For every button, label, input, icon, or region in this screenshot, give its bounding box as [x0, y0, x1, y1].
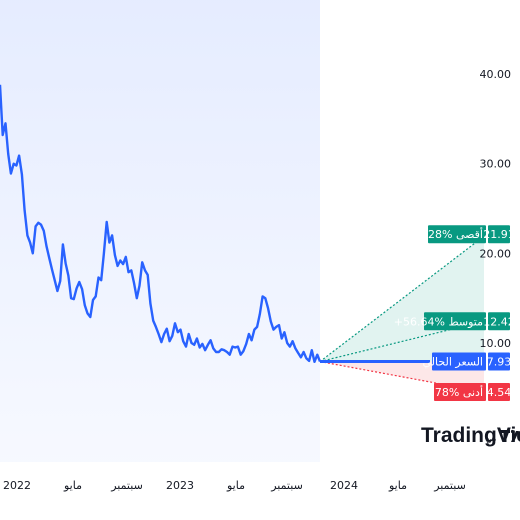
- logo-prefix: من: [486, 434, 496, 443]
- forecast-label-box: [428, 225, 486, 244]
- forecast-value-box: [488, 352, 510, 371]
- forecast-value-box: [488, 312, 510, 331]
- tv-logo-icon: [500, 429, 519, 442]
- forecast-value-box: [488, 382, 510, 401]
- x-tick-label: مايو: [63, 479, 82, 492]
- forecast-value: 4.54: [487, 386, 512, 399]
- x-tick-label: مايو: [388, 479, 407, 492]
- price-history-line: [0, 84, 322, 363]
- forecast-label-box: [424, 312, 486, 331]
- forecast-label: 4.54 −42.78% أدنى: [408, 382, 512, 401]
- forecast-label-text: −42.78% أدنى: [408, 385, 483, 399]
- x-axis: 2022 مايو سبتمبر 2023 مايو سبتمبر 2024 مايو سبتم…: [3, 479, 466, 492]
- forecast-value-box: [488, 225, 510, 244]
- forecast-labels: 21.91+176.28% أقصى 12.42+56.64% متوسط 7.93…: [394, 225, 515, 401]
- x-tick-label: سبتمبر: [433, 479, 466, 492]
- forecast-value: 21.91: [483, 228, 515, 241]
- forecast-label-text: +176.28% أقصى: [394, 227, 483, 241]
- y-tick-label: 40.00: [480, 68, 512, 81]
- x-tick-label: 2022: [3, 479, 31, 492]
- forecast-value: 12.42: [483, 315, 515, 328]
- forecast-label-box: [432, 352, 486, 371]
- forecast-max-line: [319, 235, 485, 363]
- forecast-value: 7.93: [487, 356, 512, 369]
- forecast-label-box: [434, 382, 486, 401]
- logo-text: TradingView: [421, 424, 520, 447]
- y-axis: 10.00 20.00 30.00 40.00: [480, 68, 512, 350]
- history-area: [0, 0, 320, 462]
- y-tick-label: 20.00: [480, 247, 512, 260]
- forecast-label-text: +56.64% متوسط: [394, 315, 483, 328]
- forecast-label: 12.42+56.64% متوسط: [394, 312, 515, 331]
- y-tick-label: 10.00: [480, 337, 512, 350]
- x-tick-label: سبتمبر: [270, 479, 303, 492]
- tradingview-logo[interactable]: من TradingView: [421, 424, 520, 447]
- forecast-label: 7.93 السعر الحالي: [423, 352, 512, 371]
- y-tick-label: 30.00: [480, 158, 512, 171]
- x-tick-label: سبتمبر: [110, 479, 143, 492]
- forecast-label: 21.91+176.28% أقصى: [394, 225, 515, 244]
- x-tick-label: مايو: [226, 479, 245, 492]
- x-tick-label: 2023: [166, 479, 194, 492]
- x-tick-label: 2024: [330, 479, 358, 492]
- forecast-label-text: السعر الحالي: [423, 356, 483, 369]
